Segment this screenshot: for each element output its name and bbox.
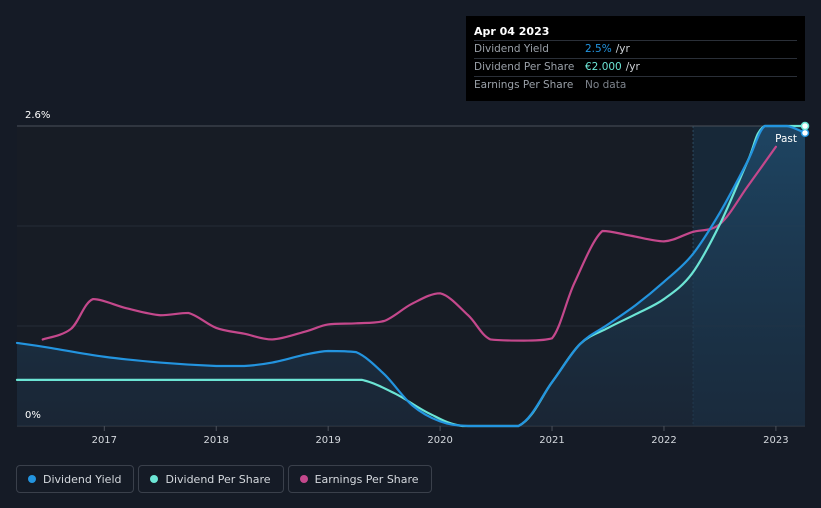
tooltip-row-dividend-yield: Dividend Yield 2.5% /yr	[474, 40, 797, 58]
x-tick-label: 2018	[204, 435, 229, 446]
hover-tooltip: Apr 04 2023 Dividend Yield 2.5% /yr Divi…	[466, 16, 805, 101]
past-label: Past	[775, 133, 797, 145]
legend-item-dividend-yield[interactable]: Dividend Yield	[16, 465, 135, 493]
dividend-per-share-end-marker	[800, 121, 810, 131]
legend-label: Earnings Per Share	[314, 472, 419, 486]
legend-dot-icon	[299, 475, 308, 483]
x-tick-label: 2022	[651, 435, 676, 446]
tooltip-value: 2.5%	[585, 43, 612, 55]
series-lines	[15, 124, 807, 428]
tooltip-label: Dividend Per Share	[474, 61, 575, 73]
tooltip-unit: /yr	[615, 43, 630, 55]
legend-item-earnings-per-share[interactable]: Earnings Per Share	[287, 465, 432, 493]
dividend-yield-end-marker	[800, 128, 810, 138]
legend-dot-icon	[28, 475, 36, 483]
tooltip-row-dividend-per-share: Dividend Per Share €2.000 /yr	[474, 58, 797, 76]
y-tick-top: 2.6%	[25, 110, 50, 121]
x-tick-label: 2023	[763, 435, 788, 446]
tooltip-value: €2.000	[585, 61, 622, 73]
tooltip-value: No data	[585, 79, 627, 91]
y-tick-bottom: 0%	[25, 410, 41, 421]
dividend-yield-line	[15, 124, 807, 428]
x-axis-ticks: 2017 2018 2019 2020 2021 2022 2023	[92, 426, 789, 446]
tooltip-label: Dividend Yield	[474, 43, 549, 55]
end-markers	[800, 121, 810, 138]
x-tick-label: 2019	[315, 435, 340, 446]
earnings-per-share-line	[41, 145, 777, 342]
tooltip-date: Apr 04 2023	[474, 25, 550, 38]
x-tick-label: 2021	[539, 435, 564, 446]
legend-dot-icon	[150, 475, 159, 483]
tooltip-label: Earnings Per Share	[474, 79, 574, 91]
tooltip-unit: /yr	[625, 61, 640, 73]
chart-legend: Dividend Yield Dividend Per Share Earnin…	[16, 465, 436, 493]
legend-label: Dividend Per Share	[165, 472, 271, 486]
dividend-yield-area	[17, 126, 805, 426]
legend-label: Dividend Yield	[43, 472, 122, 486]
x-tick-label: 2020	[427, 435, 452, 446]
tooltip-row-earnings-per-share: Earnings Per Share No data	[474, 76, 797, 94]
x-tick-label: 2017	[92, 435, 117, 446]
legend-item-dividend-per-share[interactable]: Dividend Per Share	[138, 465, 284, 493]
